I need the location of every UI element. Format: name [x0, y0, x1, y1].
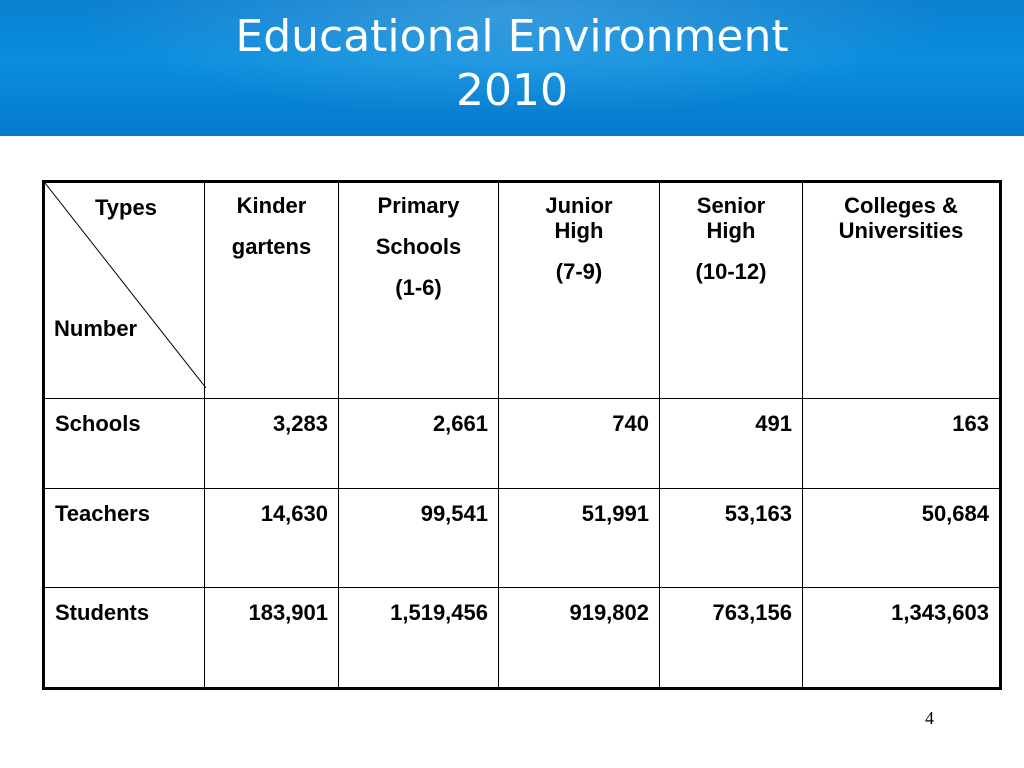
- table-cell: 1,519,456: [338, 587, 499, 689]
- corner-types-label: Types: [95, 195, 157, 220]
- table-cell: 163: [802, 398, 1001, 489]
- column-header-senior-high: Senior High (10-12): [659, 181, 803, 399]
- corner-number-label: Number: [54, 316, 138, 341]
- column-header-junior-high: Junior High (7-9): [498, 181, 660, 399]
- column-header-line: High: [554, 218, 604, 243]
- table-cell: 2,661: [338, 398, 499, 489]
- row-label: Teachers: [43, 488, 205, 588]
- column-header-line: Kinder: [236, 193, 307, 218]
- column-header-line: (1-6): [395, 275, 442, 300]
- column-header-line: (10-12): [695, 259, 767, 284]
- column-header-primary-schools: Primary Schools (1-6): [338, 181, 499, 399]
- row-label: Students: [43, 587, 205, 689]
- corner-header-cell: Types Number: [43, 181, 206, 399]
- title-banner: Educational Environment 2010: [0, 0, 1024, 136]
- education-stats-table: Types Number Kinder gartens Primary Scho…: [42, 180, 1002, 690]
- table-cell: 740: [498, 398, 660, 489]
- column-header-line: Senior: [696, 193, 766, 218]
- table-row-teachers: Teachers 14,630 99,541 51,991 53,163 50,…: [43, 488, 1001, 588]
- table-cell: 14,630: [204, 488, 339, 588]
- table-cell: 50,684: [802, 488, 1001, 588]
- row-label: Schools: [43, 398, 205, 489]
- table-cell: 763,156: [659, 587, 803, 689]
- column-header-line: Schools: [375, 234, 462, 259]
- table-cell: 53,163: [659, 488, 803, 588]
- table-cell: 1,343,603: [802, 587, 1001, 689]
- slide-title-line-1: Educational Environment: [235, 11, 789, 62]
- diagonal-divider: [45, 183, 206, 388]
- column-header-line: (7-9): [555, 259, 603, 284]
- column-header-line: High: [706, 218, 756, 243]
- table-row-schools: Schools 3,283 2,661 740 491 163: [43, 398, 1001, 489]
- table-cell: 919,802: [498, 587, 660, 689]
- table-row-students: Students 183,901 1,519,456 919,802 763,1…: [43, 587, 1001, 689]
- column-header-colleges-universities: Colleges & Universities: [802, 181, 1001, 399]
- column-header-line: gartens: [231, 234, 312, 259]
- page-number: 4: [925, 708, 934, 728]
- table-cell: 51,991: [498, 488, 660, 588]
- column-header-line: Universities: [838, 218, 964, 243]
- slide-title-line-2: 2010: [456, 65, 568, 116]
- table-cell: 99,541: [338, 488, 499, 588]
- table-cell: 183,901: [204, 587, 339, 689]
- table-cell: 491: [659, 398, 803, 489]
- column-header-line: Junior: [545, 193, 613, 218]
- column-header-kindergartens: Kinder gartens: [204, 181, 339, 399]
- column-header-line: Primary: [377, 193, 460, 218]
- table-cell: 3,283: [204, 398, 339, 489]
- header-row: Types Number Kinder gartens Primary Scho…: [43, 181, 1001, 399]
- column-header-line: Colleges &: [844, 193, 958, 218]
